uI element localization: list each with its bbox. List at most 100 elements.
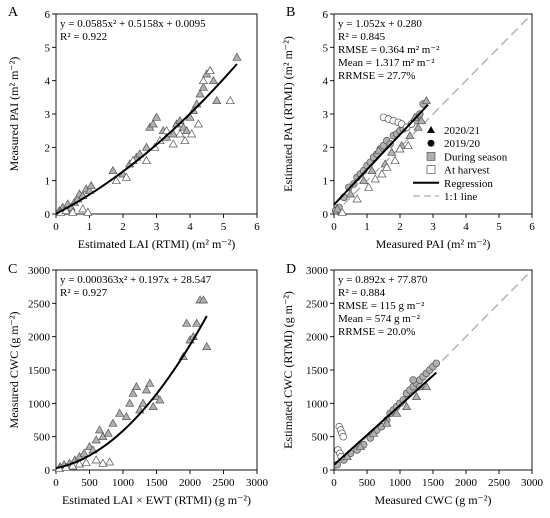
x-tick-label: 1000 [389, 477, 412, 489]
annotation-line: R² = 0.884 [338, 287, 386, 299]
data-point [339, 432, 347, 441]
panel-b: B 0 1 2 3 4 5 6 0 1 2 3 4 5 6 Measured PAI (m² m⁻²) Esti… [281, 5, 535, 251]
x-tick-label: 2500 [213, 477, 236, 489]
x-tick-label: 3 [154, 221, 160, 233]
x-tick-label: 4 [187, 221, 193, 233]
data-point [187, 129, 197, 138]
data-point [125, 398, 135, 407]
data-point [370, 174, 380, 183]
y-tick-label: 500 [34, 432, 51, 444]
data-point [121, 172, 131, 181]
x-tick-label: 0 [331, 221, 337, 233]
series-4 [337, 140, 413, 216]
y-tick-label: 4 [45, 76, 51, 88]
series-1 [54, 52, 242, 215]
data-point [359, 175, 369, 185]
y-tick-label: 1500 [28, 365, 51, 377]
data-point [421, 381, 432, 391]
annotation-line: y = 0.000363x² + 0.197x + 28.547 [60, 274, 212, 286]
legend-label: Regression [444, 178, 493, 190]
data-point [411, 391, 422, 401]
data-point [403, 140, 413, 150]
x-tick-label: 1000 [112, 477, 135, 489]
data-point [168, 139, 178, 148]
panel-letter: B [286, 5, 295, 20]
series-2 [379, 113, 416, 132]
x-tick-label: 2500 [488, 477, 511, 489]
x-tick-label: 6 [254, 221, 260, 233]
data-point [382, 162, 392, 171]
series-3 [342, 381, 432, 461]
x-tick-label: 2000 [455, 477, 478, 489]
x-tick-label: 500 [81, 477, 98, 489]
x-tick-label: 2 [397, 221, 403, 233]
data-point [108, 418, 118, 427]
annotation-line: RRMSE = 27.7% [338, 70, 415, 82]
data-point [198, 295, 209, 304]
x-tick-label: 2 [120, 221, 126, 233]
y-tick-label: 3000 [306, 265, 329, 277]
data-point [367, 165, 377, 175]
x-tick-label: 0 [53, 477, 59, 489]
data-point [79, 448, 89, 457]
data-point [342, 451, 352, 461]
data-point [148, 401, 158, 411]
data-point [392, 408, 402, 417]
panel-c: C 0 500 1000 1500 2000 2500 3000 0 500 1000 1500 200… [7, 262, 269, 507]
data-point [212, 95, 222, 105]
panel-a: A 0 1 2 3 4 5 6 0 1 2 3 4 5 6 Estimated LAI (RTMI) (m² … [7, 5, 260, 251]
annotation-line: Mean = 1.317 m² m⁻² [338, 57, 435, 69]
data-point [373, 145, 384, 155]
legend-label: 1:1 line [444, 191, 477, 203]
x-tick-label: 1500 [146, 477, 169, 489]
legend-circle-marker [427, 139, 435, 147]
data-point [352, 194, 362, 203]
annotation-line: RRMSE = 20.0% [338, 326, 415, 338]
y-axis-label: Estimated PAI (RTMI) (m² m⁻²) [281, 36, 295, 192]
data-point [377, 169, 387, 178]
annotation-line: y = 0.0585x² + 0.5158x + 0.0095 [60, 18, 206, 30]
data-point [205, 65, 215, 75]
x-tick-label: 3 [430, 221, 436, 233]
legend-label: During season [444, 151, 508, 163]
y-tick-label: 3 [323, 109, 329, 121]
data-point [337, 207, 347, 216]
panel-letter: C [8, 262, 17, 277]
data-point [421, 95, 432, 105]
y-tick-label: 2500 [306, 298, 329, 310]
x-axis-label: Measured PAI (m² m⁻²) [376, 237, 491, 251]
x-tick-label: 1 [364, 221, 370, 233]
regression-line [55, 63, 238, 215]
data-point [98, 458, 108, 467]
y-tick-label: 1000 [306, 398, 329, 410]
y-tick-label: 6 [323, 9, 329, 21]
panel-d: D 0 500 1000 1500 2000 2500 3000 0 500 1000 1500 200… [281, 262, 544, 507]
data-point [198, 75, 209, 85]
data-point [202, 341, 212, 351]
annotation-line: R² = 0.927 [60, 287, 108, 299]
legend-label: 2020/21 [444, 125, 480, 137]
data-point [368, 428, 379, 437]
data-point [151, 112, 162, 121]
x-tick-label: 3000 [246, 477, 269, 489]
y-tick-label: 0 [45, 209, 51, 221]
annotation-line: y = 0.892x + 77.870 [338, 274, 428, 286]
data-point [74, 459, 85, 468]
data-point [131, 381, 142, 391]
y-axis-label: Estimated CWC (RTMI) (g m⁻²) [281, 291, 295, 449]
x-tick-label: 3000 [521, 477, 544, 489]
y-tick-label: 4 [323, 76, 329, 88]
panel-letter: A [8, 5, 19, 20]
legend-square-gray-marker [426, 152, 436, 161]
annotation-line: R² = 0.922 [60, 31, 107, 43]
data-point [395, 144, 405, 153]
y-tick-label: 1500 [306, 365, 329, 377]
data-point [91, 435, 101, 444]
legend-label: At harvest [444, 165, 490, 177]
legend-triangle-marker [427, 126, 435, 133]
y-tick-label: 2000 [28, 332, 51, 344]
data-point [161, 125, 172, 135]
y-tick-label: 5 [45, 42, 51, 54]
